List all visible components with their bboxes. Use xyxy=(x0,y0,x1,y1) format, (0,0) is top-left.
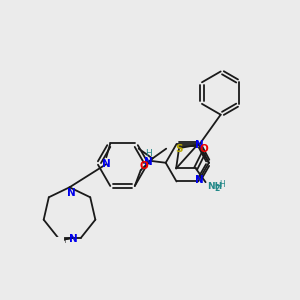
Text: 2: 2 xyxy=(215,184,220,193)
Text: N: N xyxy=(144,157,152,167)
Text: S: S xyxy=(175,144,183,154)
Text: N: N xyxy=(102,159,111,169)
Text: NH: NH xyxy=(208,182,223,190)
Text: N: N xyxy=(195,140,203,150)
Text: O: O xyxy=(199,144,208,154)
Text: H: H xyxy=(145,149,152,158)
Text: N: N xyxy=(67,188,76,198)
Text: N: N xyxy=(69,234,77,244)
Text: methyl: methyl xyxy=(48,239,67,244)
Text: O: O xyxy=(139,161,148,171)
Text: N: N xyxy=(195,176,203,185)
Text: H: H xyxy=(219,180,225,189)
